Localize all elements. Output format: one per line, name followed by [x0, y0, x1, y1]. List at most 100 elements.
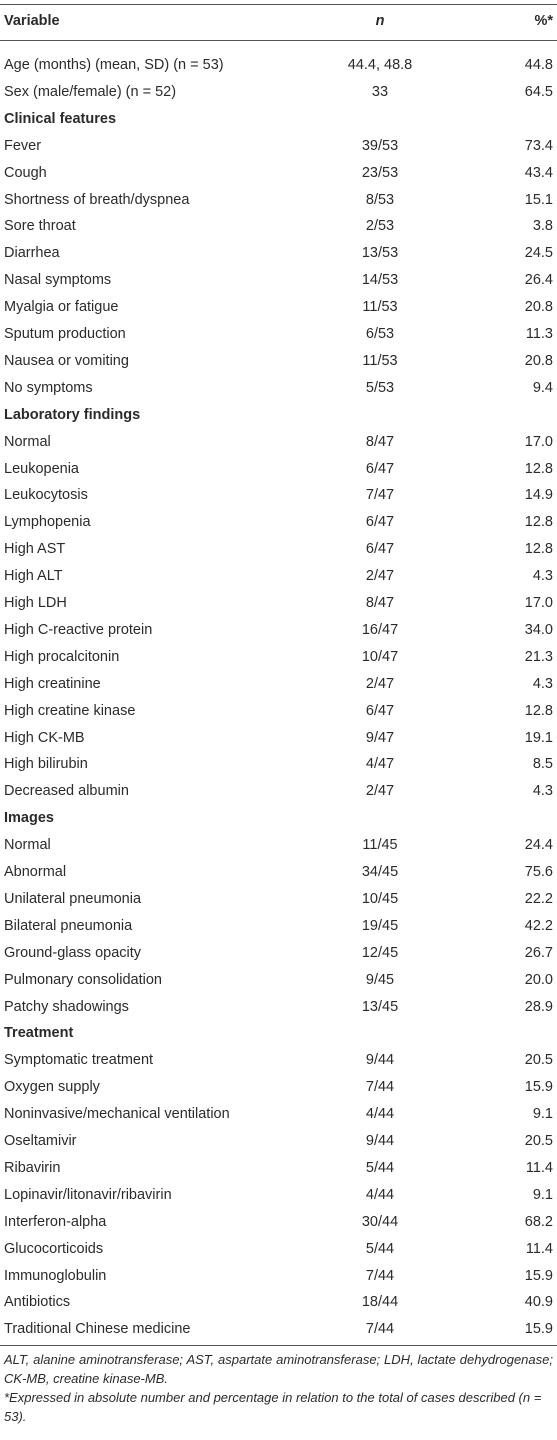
- table-cell: 9.1: [532, 1106, 553, 1123]
- table-cell: 26.4: [524, 272, 553, 289]
- table-cell: Noninvasive/mechanical ventilation: [4, 1106, 230, 1123]
- table-row: Fever 39/53 73.4: [0, 133, 557, 160]
- table-cell: High procalcitonin: [4, 648, 120, 665]
- header-cell: n: [375, 13, 385, 29]
- table-cell: Age (months) (mean, SD) (n = 53): [4, 57, 224, 73]
- table-cell: Leukopenia: [4, 460, 79, 477]
- table-cell: 12.8: [524, 541, 553, 558]
- table-cell: Normal: [4, 433, 51, 450]
- table-cell: 4/44: [365, 1186, 395, 1203]
- table-cell: 20.5: [524, 1133, 553, 1149]
- table-row: Lymphopenia 6/47 12.8: [0, 509, 557, 536]
- table-cell: 17.0: [524, 595, 553, 611]
- header-rule: [0, 40, 557, 41]
- table-cell: Interferon-alpha: [4, 1213, 107, 1230]
- table-cell: 8/47: [365, 595, 395, 611]
- table-cell: 9.4: [532, 379, 553, 396]
- table-row: Age (months) (mean, SD) (n = 53) 44.4, 48…: [0, 52, 557, 79]
- table-cell: Leukocytosis: [4, 487, 88, 504]
- table-cell: 21.3: [524, 648, 553, 665]
- table-row: Leukocytosis 7/47 14.9: [0, 482, 557, 509]
- table-cell: 4/44: [365, 1106, 395, 1123]
- table-cell: Cough: [4, 164, 47, 181]
- table-cell: 12/45: [361, 944, 399, 961]
- table-cell: 15.9: [524, 1267, 553, 1284]
- table-cell: 34.0: [524, 621, 553, 638]
- table-row: Patchy shadowings 13/45 28.9: [0, 994, 557, 1021]
- table-cell: Unilateral pneumonia: [4, 890, 142, 907]
- table-cell: 15.9: [524, 1079, 553, 1096]
- header-row: Variable n %*: [0, 8, 557, 35]
- table-cell: Nasal symptoms: [4, 272, 112, 289]
- table-cell: 68.2: [524, 1213, 553, 1230]
- table-cell: 4.3: [532, 568, 553, 585]
- table-row: High creatine kinase 6/47 12.8: [0, 698, 557, 725]
- table-cell: Bilateral pneumonia: [4, 917, 133, 934]
- table-cell: 8.5: [532, 756, 553, 773]
- table-cell: 6/47: [365, 460, 395, 477]
- table-cell: Pulmonary consolidation: [4, 971, 162, 988]
- table-row: Antibiotics 18/44 40.9: [0, 1289, 557, 1316]
- table-cell: 64.5: [524, 83, 553, 100]
- table-cell: 24.4: [524, 837, 553, 854]
- table-row: High AST 6/47 12.8: [0, 536, 557, 563]
- table-cell: No symptoms: [4, 379, 93, 396]
- table-cell: Sore throat: [4, 218, 76, 235]
- table-cell: Abnormal: [4, 864, 67, 880]
- table-cell: 4.3: [532, 783, 553, 800]
- table-row: Glucocorticoids 5/44 11.4: [0, 1236, 557, 1263]
- table-row: Oxygen supply 7/44 15.9: [0, 1074, 557, 1101]
- table-row: Sex (male/female) (n = 52) 33 64.5: [0, 79, 557, 106]
- table-row: Unilateral pneumonia 10/45 22.2: [0, 886, 557, 913]
- table-cell: 9/47: [365, 729, 395, 746]
- footnote: *Expressed in absolute number and percen…: [4, 1390, 542, 1424]
- table-cell: 3.8: [532, 218, 553, 235]
- table-cell: 4/47: [365, 756, 395, 773]
- table-cell: 6/53: [365, 326, 395, 342]
- bottom-rule: [0, 1345, 557, 1347]
- table-cell: 26.7: [524, 944, 553, 961]
- table-cell: 6/47: [365, 702, 395, 719]
- section-label: Clinical features: [4, 110, 117, 127]
- table-row: Normal 11/45 24.4: [0, 832, 557, 859]
- table-row: Nasal symptoms 14/53 26.4: [0, 267, 557, 294]
- table-cell: Nausea or vomiting: [4, 352, 129, 369]
- table-cell: 30/44: [361, 1213, 399, 1230]
- table-cell: 20.8: [524, 299, 553, 316]
- table-cell: Sputum production: [4, 326, 126, 342]
- table-cell: 6/47: [365, 541, 395, 558]
- table-cell: High C-reactive protein: [4, 621, 153, 638]
- table-cell: 13/45: [361, 998, 399, 1015]
- table-cell: 12.8: [524, 702, 553, 719]
- table-cell: 5/53: [365, 379, 395, 396]
- table-cell: Oxygen supply: [4, 1079, 100, 1096]
- table-cell: 34/45: [361, 864, 399, 880]
- table-row: High C-reactive protein 16/47 34.0: [0, 617, 557, 644]
- table-cell: 9.1: [532, 1186, 553, 1203]
- table-cell: 2/47: [365, 675, 395, 692]
- table-cell: High creatine kinase: [4, 702, 136, 719]
- table-row: Ribavirin 5/44 11.4: [0, 1155, 557, 1182]
- table-cell: 39/53: [361, 137, 399, 154]
- table-row: Immunoglobulin 7/44 15.9: [0, 1263, 557, 1290]
- section-row: Treatment: [0, 1020, 557, 1047]
- table-cell: 14.9: [524, 487, 553, 504]
- table-cell: Glucocorticoids: [4, 1240, 104, 1257]
- table-cell: 73.4: [524, 137, 553, 154]
- table-row: Interferon-alpha 30/44 68.2: [0, 1209, 557, 1236]
- table-cell: High CK-MB: [4, 729, 85, 746]
- table-row: High bilirubin 4/47 8.5: [0, 751, 557, 778]
- table-cell: Shortness of breath/dyspnea: [4, 191, 190, 208]
- table-row: Normal 8/47 17.0: [0, 429, 557, 456]
- table-cell: 17.0: [524, 433, 553, 450]
- table-row: Leukopenia 6/47 12.8: [0, 456, 557, 483]
- table-cell: Normal: [4, 837, 51, 854]
- table-cell: 2/47: [365, 568, 395, 585]
- table-row: Nausea or vomiting 11/53 20.8: [0, 348, 557, 375]
- table-cell: 11/53: [362, 299, 398, 316]
- header-cell: %*: [534, 13, 553, 29]
- table-row: Abnormal 34/45 75.6: [0, 859, 557, 886]
- table-cell: 7/44: [365, 1079, 395, 1096]
- table-cell: 24.5: [524, 245, 553, 262]
